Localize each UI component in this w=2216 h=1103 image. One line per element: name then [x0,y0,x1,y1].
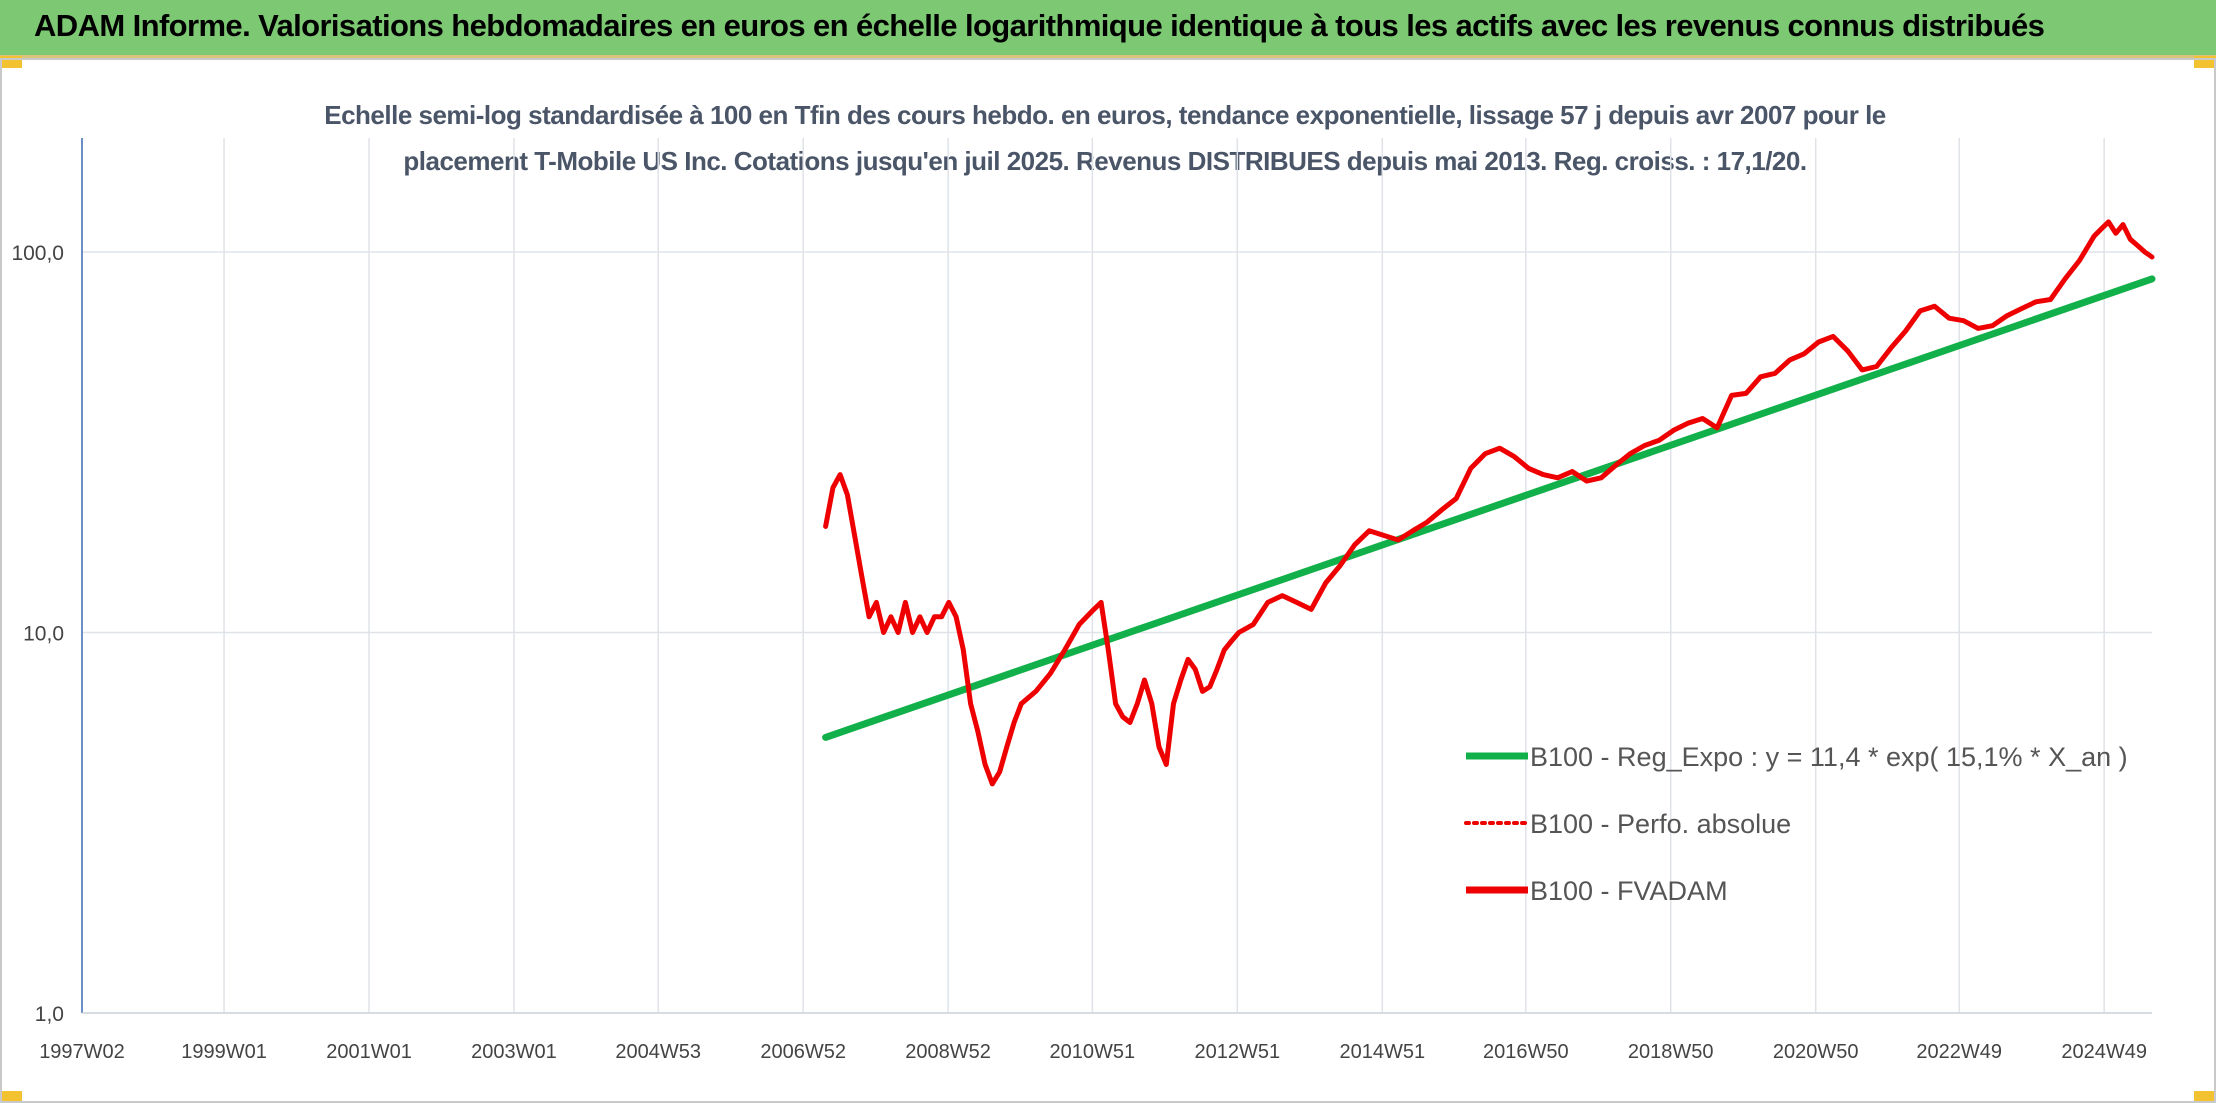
x-tick-label: 2006W52 [760,1041,846,1063]
series-layer [822,219,2156,787]
x-tick-label: 2022W49 [1916,1041,2002,1063]
chart-title: Echelle semi-log standardisée à 100 en T… [180,92,2030,184]
report-title: ADAM Informe. Valorisations hebdomadaire… [34,8,2045,43]
series-line-fvadam [823,219,2155,787]
x-tick-label: 2018W50 [1628,1041,1714,1063]
y-tick-label: 100,0 [11,242,64,265]
y-tick-label: 10,0 [23,623,64,646]
x-tick-label: 2004W53 [615,1041,701,1063]
series-line-trend [822,275,2156,741]
x-tick-label: 2012W51 [1195,1041,1281,1063]
axis-layer: 1997W02 1999W01 2001W01 2003W01 2004W53 2006W… [11,138,2152,1063]
chart-title-line-1: Echelle semi-log standardisée à 100 en T… [324,100,1886,130]
report-banner: ADAM Informe. Valorisations hebdomadaire… [0,0,2216,58]
x-tick-label: 2010W51 [1050,1041,1136,1063]
x-tick-label: 2008W52 [905,1041,991,1063]
legend-label-fvadam: B100 - FVADAM [1530,876,1728,906]
grid-layer [81,138,2152,1014]
legend-label-perfo: B100 - Perfo. absolue [1530,809,1791,839]
legend: B100 - Reg_Expo : y = 11,4 * exp( 15,1% … [1464,742,2128,906]
x-tick-label: 1999W01 [181,1041,267,1063]
corner-marker-bottom-right [2194,1091,2216,1103]
y-tick-label: 1,0 [35,1003,64,1026]
x-tick-label: 2024W49 [2061,1041,2147,1063]
legend-label-trend: B100 - Reg_Expo : y = 11,4 * exp( 15,1% … [1530,742,2128,772]
x-tick-label: 2003W01 [471,1041,557,1063]
x-tick-label: 1997W02 [39,1041,125,1063]
corner-marker-bottom-left [0,1091,22,1103]
x-tick-label: 2014W51 [1339,1041,1425,1063]
x-tick-label: 2020W50 [1773,1041,1859,1063]
chart-title-line-2: placement T-Mobile US Inc. Cotations jus… [403,146,1807,176]
x-tick-label: 2016W50 [1483,1041,1569,1063]
x-tick-label: 2001W01 [326,1041,412,1063]
